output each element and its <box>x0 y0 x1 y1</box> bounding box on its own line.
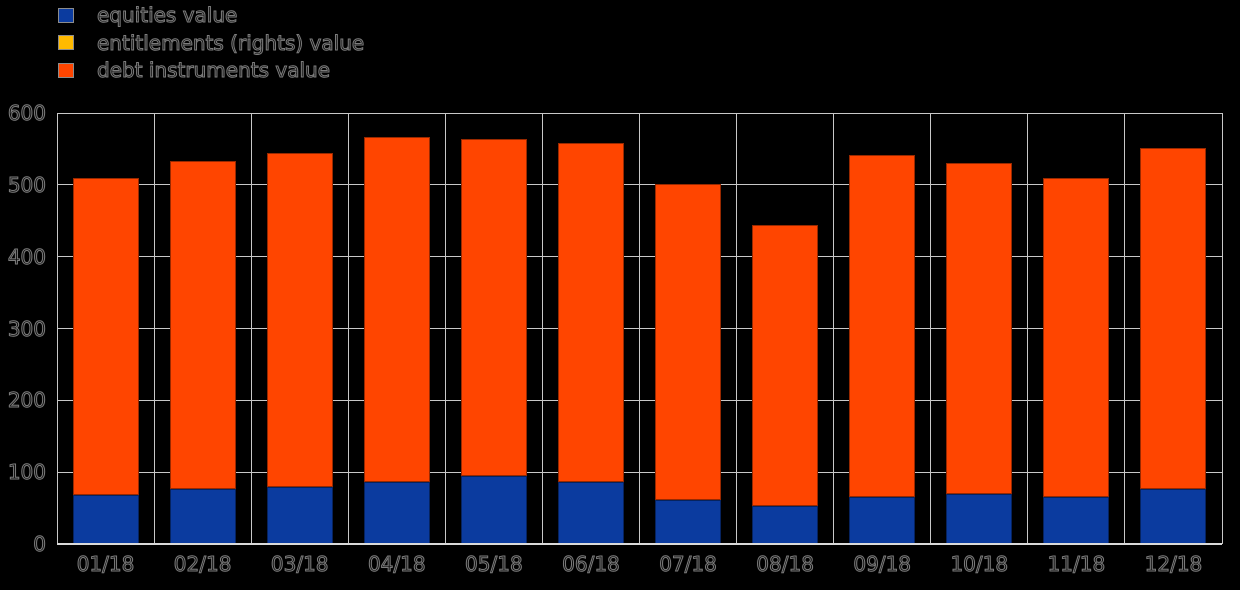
bar-segment-debt-02/18[interactable] <box>169 161 236 489</box>
bar-segment-debt-03/18[interactable] <box>266 153 333 487</box>
bar-segment-debt-06/18[interactable] <box>557 143 624 482</box>
bar-segment-equities-04/18[interactable] <box>363 482 430 544</box>
legend-item-entitlements[interactable]: entitlements (rights) value <box>58 30 365 55</box>
bar-stack-04/18[interactable] <box>363 113 430 544</box>
bar-segment-debt-10/18[interactable] <box>946 162 1013 495</box>
bar-segment-equities-10/18[interactable] <box>946 494 1013 544</box>
legend-item-debt-instruments[interactable]: debt instruments value <box>58 58 364 82</box>
legend-label-entitlements: entitlements (rights) value <box>96 30 365 55</box>
bar-segment-debt-01/18[interactable] <box>72 178 139 496</box>
bar-segment-equities-11/18[interactable] <box>1043 496 1110 544</box>
bar-segment-equities-05/18[interactable] <box>460 475 527 544</box>
bar-segment-debt-12/18[interactable] <box>1140 148 1207 490</box>
bar-stack-05/18[interactable] <box>460 113 527 544</box>
bar-segment-debt-07/18[interactable] <box>655 184 722 501</box>
y-axis: 0 100 200 300 400 500 600 <box>0 101 46 557</box>
legend: equities value entitlements (rights) val… <box>58 3 365 90</box>
gridline-vertical <box>1221 113 1223 544</box>
x-axis-label-04/18: 04/18 <box>367 552 426 577</box>
plot-area <box>56 112 1223 545</box>
bar-segment-equities-03/18[interactable] <box>266 486 333 544</box>
bar-stack-06/18[interactable] <box>557 113 624 544</box>
bar-segment-equities-09/18[interactable] <box>849 497 916 544</box>
gridline-vertical <box>833 113 835 544</box>
gridline-vertical <box>541 113 543 544</box>
x-axis-label-01/18: 01/18 <box>76 552 135 577</box>
gridline-vertical <box>1027 113 1029 544</box>
bar-segment-debt-05/18[interactable] <box>460 138 527 476</box>
bar-segment-equities-12/18[interactable] <box>1140 489 1207 544</box>
x-axis-label-12/18: 12/18 <box>1144 552 1203 577</box>
bar-segment-debt-11/18[interactable] <box>1043 177 1110 497</box>
bar-stack-01/18[interactable] <box>72 113 139 544</box>
x-axis: 01/18 02/18 03/18 04/18 05/18 06/18 07/18 08/18… <box>57 552 1222 578</box>
y-axis-label-0: 0 <box>33 532 47 557</box>
y-axis-label-100: 100 <box>7 460 46 485</box>
gridline-vertical <box>56 113 58 544</box>
legend-label-equities: equities value <box>96 3 238 27</box>
bar-segment-equities-06/18[interactable] <box>557 481 624 544</box>
bar-segment-equities-07/18[interactable] <box>655 500 722 544</box>
bar-stack-10/18[interactable] <box>946 113 1013 544</box>
gridline-vertical <box>444 113 446 544</box>
x-axis-label-10/18: 10/18 <box>950 552 1009 577</box>
bar-segment-equities-02/18[interactable] <box>169 488 236 544</box>
gridline-vertical <box>250 113 252 544</box>
bar-stack-03/18[interactable] <box>266 113 333 544</box>
gridline-vertical <box>930 113 932 544</box>
x-axis-label-09/18: 09/18 <box>853 552 912 577</box>
legend-swatch-entitlements <box>58 35 74 50</box>
gridline-vertical <box>639 113 640 544</box>
bar-stack-08/18[interactable] <box>752 113 819 544</box>
gridline-vertical <box>153 113 155 544</box>
x-axis-label-11/18: 11/18 <box>1047 552 1106 577</box>
x-axis-label-05/18: 05/18 <box>465 552 524 577</box>
legend-swatch-equities <box>58 7 74 23</box>
y-axis-label-200: 200 <box>7 388 46 413</box>
bar-stack-12/18[interactable] <box>1140 113 1207 544</box>
bar-segment-equities-08/18[interactable] <box>752 505 819 544</box>
legend-item-equities[interactable]: equities value <box>58 3 364 27</box>
y-axis-label-400: 400 <box>7 244 46 269</box>
bar-segment-debt-09/18[interactable] <box>849 155 916 498</box>
bar-stack-02/18[interactable] <box>169 113 236 544</box>
x-axis-label-03/18: 03/18 <box>270 552 329 577</box>
legend-label-debt-instruments: debt instruments value <box>97 58 331 82</box>
bar-stack-09/18[interactable] <box>849 113 916 544</box>
bar-segment-equities-01/18[interactable] <box>72 495 139 544</box>
bar-stack-07/18[interactable] <box>655 113 722 544</box>
x-axis-label-07/18: 07/18 <box>659 552 718 577</box>
y-axis-label-600: 600 <box>7 101 46 126</box>
gridline-vertical <box>1124 113 1126 544</box>
bar-segment-debt-04/18[interactable] <box>363 136 430 483</box>
gridline-vertical <box>347 113 349 544</box>
x-axis-line <box>57 543 1222 545</box>
bar-stack-11/18[interactable] <box>1043 113 1110 544</box>
x-axis-label-08/18: 08/18 <box>756 552 815 577</box>
y-axis-label-300: 300 <box>7 316 46 341</box>
bar-segment-debt-08/18[interactable] <box>752 225 819 506</box>
x-axis-label-06/18: 06/18 <box>562 552 621 577</box>
y-axis-label-500: 500 <box>7 172 46 197</box>
x-axis-label-02/18: 02/18 <box>173 552 232 577</box>
gridline-vertical <box>736 113 738 544</box>
legend-swatch-debt-instruments <box>58 62 74 78</box>
